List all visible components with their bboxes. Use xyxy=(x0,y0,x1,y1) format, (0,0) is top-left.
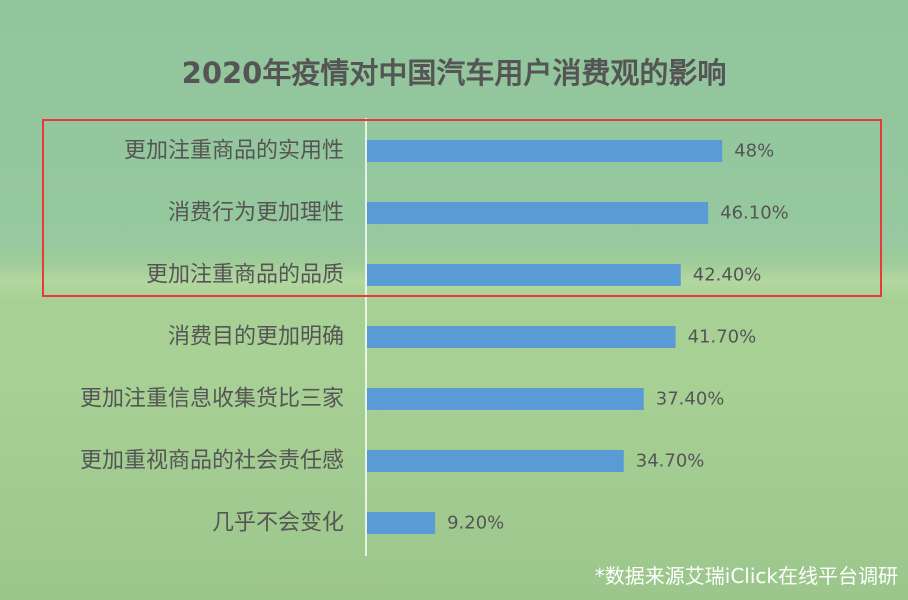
bar xyxy=(367,388,644,410)
category-label: 更加注重信息收集货比三家 xyxy=(80,387,344,412)
chart-title: 2020年疫情对中国汽车用户消费观的影响 xyxy=(181,56,727,90)
category-label: 消费目的更加明确 xyxy=(168,325,344,350)
category-label: 更加重视商品的社会责任感 xyxy=(80,449,344,474)
data-label: 46.10% xyxy=(720,203,789,224)
data-label: 37.40% xyxy=(656,389,725,410)
data-label: 9.20% xyxy=(447,513,504,534)
bar xyxy=(367,264,681,286)
highlight-box xyxy=(42,119,882,297)
category-label: 更加注重商品的品质 xyxy=(146,263,344,288)
category-label: 几乎不会变化 xyxy=(212,511,344,536)
source-note: *数据来源艾瑞iClick在线平台调研 xyxy=(594,564,898,588)
category-label: 消费行为更加理性 xyxy=(168,201,344,226)
data-label: 48% xyxy=(734,141,774,162)
bar xyxy=(367,140,723,162)
category-label: 更加注重商品的实用性 xyxy=(124,139,344,164)
data-label: 41.70% xyxy=(688,327,757,348)
data-label: 42.40% xyxy=(693,265,762,286)
bar xyxy=(367,326,676,348)
bar xyxy=(367,202,709,224)
bar xyxy=(367,450,624,472)
data-label: 34.70% xyxy=(636,451,705,472)
bar xyxy=(367,512,436,534)
